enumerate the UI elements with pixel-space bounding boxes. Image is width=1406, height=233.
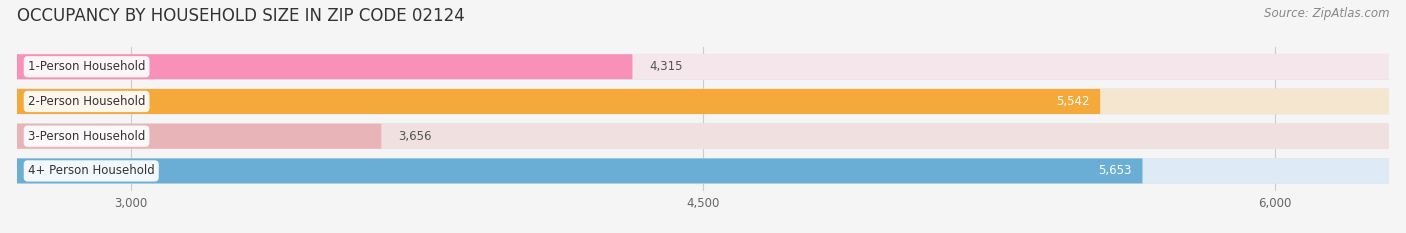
- Text: 5,653: 5,653: [1098, 164, 1132, 177]
- Text: 2-Person Household: 2-Person Household: [28, 95, 145, 108]
- Text: 3-Person Household: 3-Person Household: [28, 130, 145, 143]
- FancyBboxPatch shape: [17, 124, 381, 149]
- FancyBboxPatch shape: [17, 124, 1389, 149]
- Text: Source: ZipAtlas.com: Source: ZipAtlas.com: [1264, 7, 1389, 20]
- Text: 5,542: 5,542: [1056, 95, 1090, 108]
- FancyBboxPatch shape: [17, 89, 1099, 114]
- FancyBboxPatch shape: [17, 158, 1389, 183]
- Text: 4,315: 4,315: [650, 60, 682, 73]
- FancyBboxPatch shape: [17, 54, 1389, 79]
- Text: OCCUPANCY BY HOUSEHOLD SIZE IN ZIP CODE 02124: OCCUPANCY BY HOUSEHOLD SIZE IN ZIP CODE …: [17, 7, 464, 25]
- FancyBboxPatch shape: [17, 158, 1143, 183]
- FancyBboxPatch shape: [17, 158, 1389, 183]
- FancyBboxPatch shape: [17, 89, 1389, 114]
- FancyBboxPatch shape: [17, 89, 1389, 114]
- Text: 1-Person Household: 1-Person Household: [28, 60, 145, 73]
- FancyBboxPatch shape: [17, 54, 1389, 79]
- Text: 3,656: 3,656: [398, 130, 432, 143]
- Text: 4+ Person Household: 4+ Person Household: [28, 164, 155, 177]
- FancyBboxPatch shape: [17, 54, 633, 79]
- FancyBboxPatch shape: [17, 124, 1389, 149]
